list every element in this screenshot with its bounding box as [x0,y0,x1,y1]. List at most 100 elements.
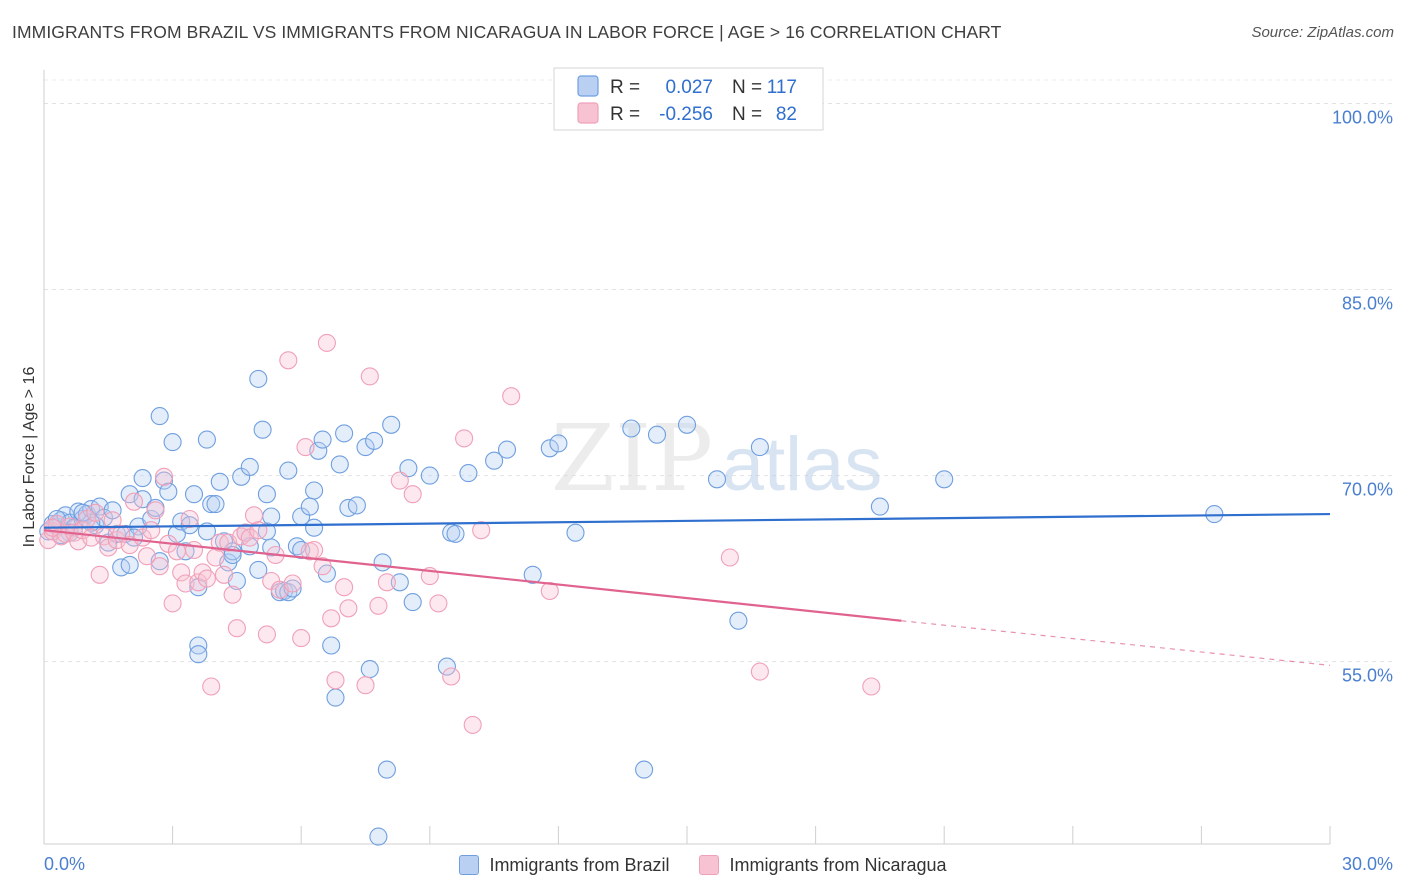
point-brazil [249,560,268,579]
legend-item-brazil: Immigrants from Brazil [459,855,669,876]
grid-lines [44,79,1394,663]
point-brazil [399,459,418,478]
x-tick-label: 30.0% [1342,854,1393,874]
point-nicaragua [90,565,109,584]
point-nicaragua [305,540,324,560]
point-brazil [647,425,667,444]
point-nicaragua [257,625,276,644]
legend-label-brazil: Immigrants from Brazil [489,854,670,875]
point-brazil [189,645,208,664]
point-brazil [262,507,281,526]
point-brazil [635,760,654,779]
point-brazil [566,523,585,542]
point-nicaragua [163,594,182,613]
stat-n-value-brazil: 117 [767,77,797,98]
point-nicaragua [283,574,302,593]
trend-line-nicaragua [43,529,902,622]
point-nicaragua [154,467,174,486]
point-brazil [750,438,769,457]
stats-legend: R = 0.027 N = 117 R = -0.256 N = 82 [553,67,824,131]
point-nicaragua [172,563,191,582]
point-nicaragua [369,596,388,615]
point-nicaragua [279,351,298,370]
point-brazil [197,430,216,449]
point-brazil [870,497,889,516]
point-brazil [935,470,954,489]
x-tick-label: 0.0% [44,854,85,874]
point-brazil [446,524,465,543]
point-brazil [202,495,221,514]
point-brazil [103,501,122,520]
legend-item-nicaragua: Immigrants from Nicaragua [699,854,947,876]
point-brazil [420,466,439,485]
point-nicaragua [227,619,246,638]
point-nicaragua [124,492,144,511]
point-brazil [305,481,324,500]
point-nicaragua [202,677,221,696]
point-brazil [300,497,319,516]
point-nicaragua [223,585,242,604]
point-brazil [347,496,366,515]
point-brazil [729,611,748,630]
point-brazil [133,469,152,488]
y-tick-label: 100.0% [1332,107,1393,127]
point-brazil [322,636,341,655]
point-brazil [373,553,392,572]
point-nicaragua [189,573,208,592]
point-nicaragua [214,565,234,584]
point-nicaragua [142,521,161,540]
watermark-atlas: atlas [722,422,883,507]
point-nicaragua [296,438,315,457]
point-nicaragua [463,715,482,734]
point-brazil [206,495,225,514]
tick-labels: 55.0% 70.0% 85.0% 100.0% 0.0% 30.0% [44,107,1393,874]
point-brazil [365,431,384,450]
legend-marker-brazil [459,855,480,875]
point-brazil [184,485,204,504]
point-brazil [549,434,568,453]
point-brazil [326,688,345,707]
point-brazil [390,573,409,592]
point-brazil [159,482,178,501]
stat-n-value-nicaragua: 82 [776,104,797,125]
point-nicaragua [335,578,354,597]
point-brazil [540,439,559,458]
point-brazil [459,464,478,483]
stat-n-label-brazil: N = [732,77,762,98]
y-axis-label-group: In Labor Force | Age > 16 [21,367,38,548]
point-nicaragua [150,557,169,576]
point-nicaragua [244,506,264,525]
point-nicaragua [176,574,195,593]
point-brazil [1205,505,1224,524]
point-brazil [240,457,259,476]
point-brazil [330,455,349,474]
point-nicaragua [403,485,422,504]
point-brazil [622,419,641,438]
point-brazil [253,420,272,439]
chart-title: IMMIGRANTS FROM BRAZIL VS IMMIGRANTS FRO… [12,22,1002,42]
point-brazil [677,415,697,434]
point-brazil [497,440,517,459]
point-brazil [335,424,354,443]
y-tick-label: 55.0% [1342,666,1393,686]
legend-swatch-nicaragua [577,102,599,124]
point-nicaragua [472,521,491,540]
point-brazil [150,407,169,426]
stat-n-label-nicaragua: N = [732,104,762,125]
point-brazil [154,471,174,490]
legend-marker-nicaragua [699,855,720,875]
point-nicaragua [502,387,521,406]
legend-swatch-brazil [577,75,599,97]
legend-label-nicaragua: Immigrants from Nicaragua [729,854,947,875]
point-nicaragua [356,676,375,695]
point-nicaragua [103,511,122,530]
point-brazil [305,518,324,537]
point-brazil [437,657,456,676]
point-brazil [523,565,542,584]
point-nicaragua [146,501,165,520]
stat-r-value-brazil: 0.027 [665,77,713,98]
point-nicaragua [339,599,358,618]
point-brazil [249,369,268,388]
trend-lines [43,512,1331,666]
